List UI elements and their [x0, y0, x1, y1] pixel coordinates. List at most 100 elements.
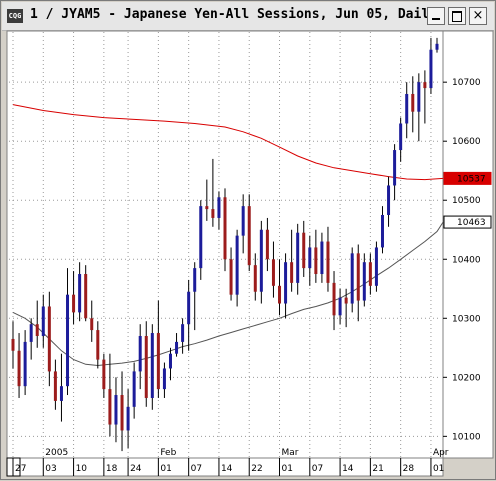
candle: [265, 217, 269, 272]
close-button[interactable]: ×: [469, 7, 487, 25]
candle-body: [302, 232, 306, 269]
candle-body: [102, 359, 106, 390]
candle-body: [308, 247, 312, 269]
candle: [284, 253, 288, 319]
candle: [41, 294, 45, 348]
candle: [247, 194, 251, 272]
candle-body: [229, 259, 233, 295]
candle: [162, 362, 166, 398]
candle-body: [126, 406, 130, 431]
candle: [435, 37, 439, 53]
candle: [35, 300, 39, 348]
candle: [29, 318, 33, 360]
candle: [59, 353, 63, 422]
candle-body: [84, 274, 88, 319]
candle-body: [120, 395, 124, 431]
candle: [241, 194, 245, 254]
candle-body: [199, 206, 203, 269]
candle-body: [241, 206, 245, 236]
candle-body: [393, 150, 397, 186]
candle: [338, 288, 342, 325]
candle: [175, 333, 179, 357]
candle: [66, 268, 70, 396]
candle: [429, 37, 433, 94]
candle-body: [332, 282, 336, 316]
candle-body: [399, 123, 403, 151]
x-axis-tick-label: 21: [372, 464, 383, 474]
candle-body: [387, 185, 391, 215]
y-axis-tick-label: 10200: [452, 373, 481, 383]
candle-body: [114, 395, 118, 425]
title-bar[interactable]: CQG 1 / JYAM5 - Japanese Yen-All Session…: [2, 2, 494, 31]
x-axis-month-label: Apr: [433, 448, 449, 458]
candle-body: [181, 324, 185, 342]
candle: [120, 371, 124, 452]
candle: [199, 200, 203, 280]
candle-body: [247, 206, 251, 266]
candle-body: [144, 335, 148, 398]
candle: [150, 324, 154, 410]
y-axis-panel: [442, 30, 494, 459]
candle: [399, 117, 403, 162]
candle-body: [96, 330, 100, 360]
candle: [126, 389, 130, 449]
candle: [356, 244, 360, 322]
candle: [114, 377, 118, 443]
candle-body: [423, 82, 427, 89]
x-axis-tick-label: 14: [342, 464, 354, 474]
candle-body: [405, 93, 409, 124]
candle-body: [217, 197, 221, 218]
candle-body: [72, 294, 76, 313]
candle: [332, 271, 336, 331]
candle-body: [253, 265, 257, 292]
maximize-button[interactable]: [448, 7, 466, 25]
candle-body: [290, 262, 294, 283]
candle-body: [35, 324, 39, 336]
candle-body: [41, 306, 45, 336]
candle: [344, 288, 348, 328]
candle: [47, 291, 51, 387]
candle-body: [314, 247, 318, 275]
candle-body: [271, 259, 275, 286]
candle-body: [187, 291, 191, 325]
candle: [374, 241, 378, 292]
candle-body: [284, 262, 288, 304]
candle: [278, 259, 282, 316]
x-axis-tick-label: 07: [312, 464, 323, 474]
candle-body: [150, 333, 154, 398]
x-axis-tick-label: 24: [130, 464, 142, 474]
candle: [156, 300, 160, 398]
candle: [302, 220, 306, 277]
x-axis-tick-label: 22: [251, 464, 262, 474]
y-axis-tick-label: 10400: [452, 255, 481, 265]
app-icon[interactable]: CQG: [7, 9, 23, 23]
candle-body: [205, 206, 209, 210]
minimize-button[interactable]: [427, 7, 445, 25]
candle-body: [380, 214, 384, 248]
candle-body: [265, 229, 269, 260]
candle-body: [78, 274, 82, 313]
candle-body: [326, 241, 330, 283]
candle-body: [296, 232, 300, 283]
candle-body: [162, 368, 166, 390]
candle-body: [23, 341, 27, 387]
candle-body: [132, 371, 136, 407]
candle: [308, 235, 312, 286]
candle: [405, 82, 409, 139]
candle: [320, 232, 324, 283]
candle-body: [374, 247, 378, 286]
candle-body: [259, 229, 263, 292]
candle: [168, 347, 172, 381]
candle-body: [17, 350, 21, 387]
candle-body: [435, 43, 439, 50]
x-axis-tick-label: 01: [433, 464, 444, 474]
x-axis-month-label: Mar: [282, 448, 299, 458]
candle-body: [156, 333, 160, 390]
candle-body: [356, 253, 360, 301]
candle-body: [108, 389, 112, 425]
candle-body: [368, 262, 372, 286]
candle-body: [320, 241, 324, 275]
candle-body: [29, 324, 33, 342]
x-axis-tick-label: 01: [282, 464, 293, 474]
